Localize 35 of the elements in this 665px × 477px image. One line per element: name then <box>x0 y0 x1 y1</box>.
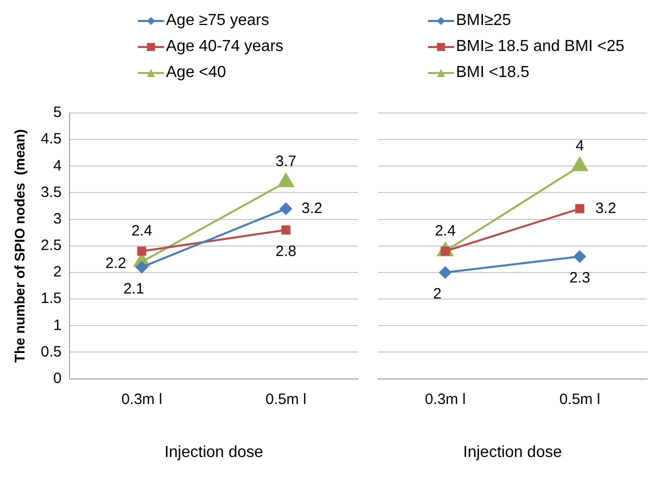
x-tick-label: 0.5m l <box>559 390 600 408</box>
legend-label: BMI <18.5 <box>456 64 530 82</box>
y-tick-label: 0.5 <box>40 343 62 360</box>
x-tick-label: 0.3m l <box>121 390 162 408</box>
legend-label: Age <40 <box>166 64 226 82</box>
data-label: 3.2 <box>301 200 322 217</box>
legend-label: BMI≥ 18.5 and BMI <25 <box>456 38 624 56</box>
y-tick-label: 5 <box>53 104 62 122</box>
x-axis-title: Injection dose <box>164 444 264 461</box>
legend-label: BMI≥25 <box>456 12 512 30</box>
data-label: 2.1 <box>123 280 144 298</box>
data-label: 2 <box>433 286 442 303</box>
data-label: 4 <box>576 137 584 154</box>
y-tick-label: 0 <box>53 370 62 387</box>
data-label: 2.2 <box>105 254 126 272</box>
y-tick-label: 4.5 <box>40 130 62 148</box>
y-tick-label: 3.5 <box>40 184 62 201</box>
legend-label: Age ≥75 years <box>166 12 270 30</box>
data-label: 2.8 <box>275 243 296 260</box>
y-tick-label: 1 <box>53 316 62 334</box>
data-label: 2.4 <box>131 222 152 240</box>
data-label: 3.7 <box>275 153 296 170</box>
x-tick-label: 0.3m l <box>424 390 466 408</box>
data-label: 2.4 <box>434 222 456 240</box>
y-tick-label: 4 <box>53 157 62 174</box>
data-label: 3.2 <box>595 200 616 217</box>
data-label: 2.3 <box>569 270 590 287</box>
y-tick-label: 1.5 <box>40 290 62 308</box>
y-tick-label: 3 <box>53 210 62 228</box>
y-tick-label: 2 <box>53 264 62 281</box>
legend-label: Age 40-74 years <box>166 38 284 56</box>
y-tick-label: 2.5 <box>40 237 62 254</box>
y-axis-title: The number of SPIO nodes (mean) <box>11 129 28 363</box>
x-axis-title: Injection dose <box>463 444 562 461</box>
x-tick-label: 0.5m l <box>265 390 306 408</box>
